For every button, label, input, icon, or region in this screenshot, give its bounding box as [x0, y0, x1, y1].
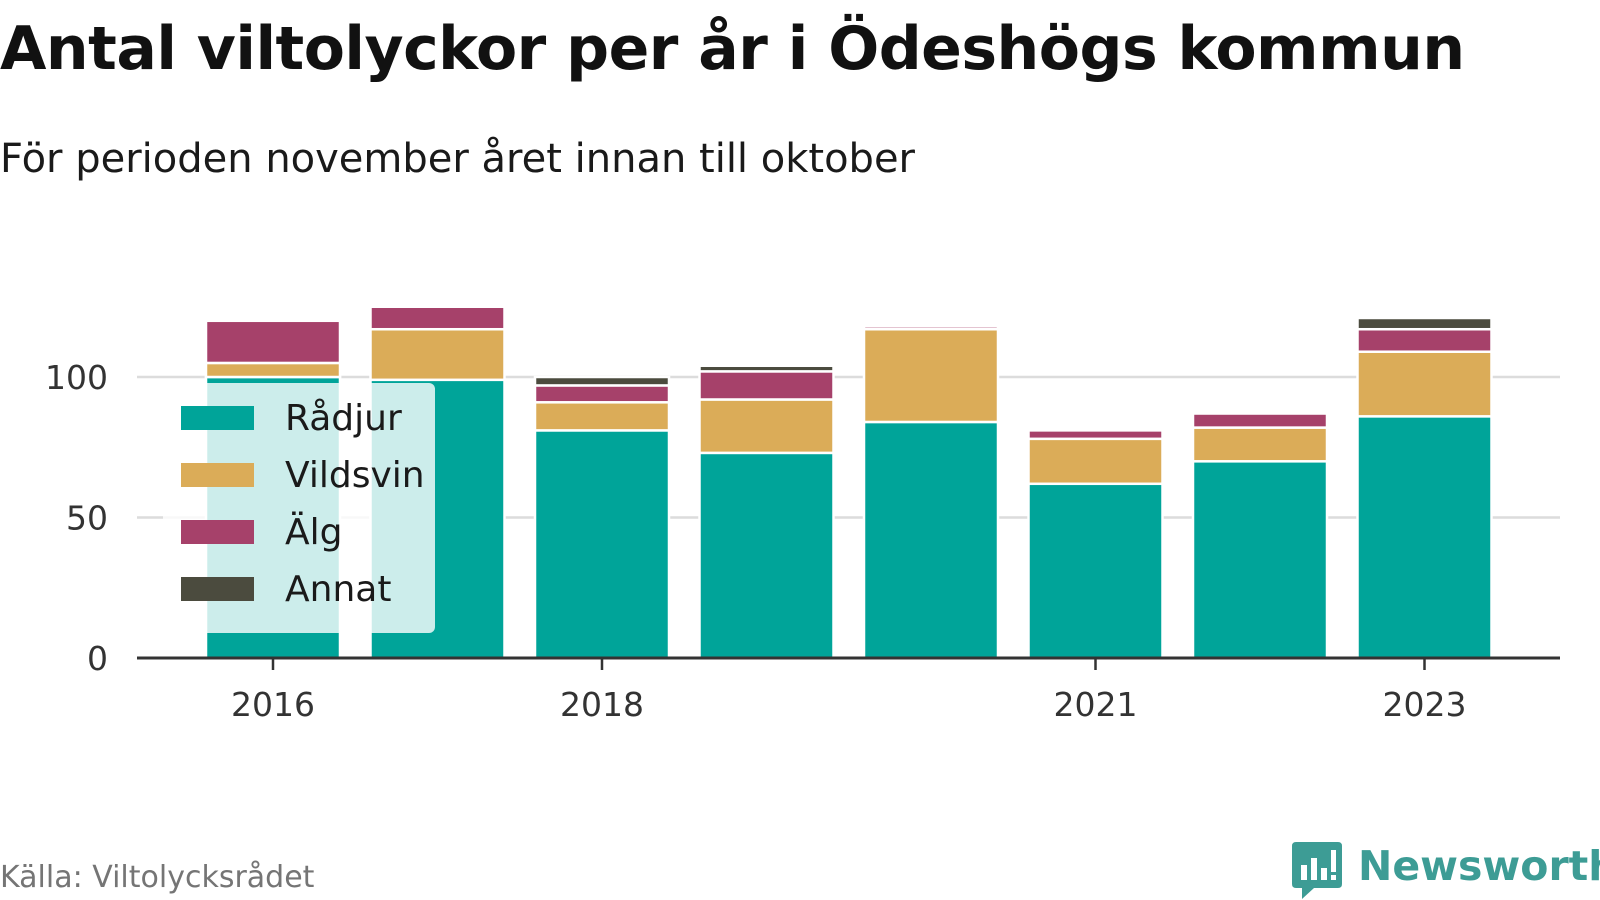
bar-2022-Rådjur: [1191, 460, 1329, 660]
bar-2018-Vildsvin: [533, 401, 671, 432]
legend-swatch-Rådjur: [181, 406, 254, 430]
legend-swatch-Älg: [181, 520, 254, 544]
bar-2016-Älg: [204, 319, 342, 365]
legend-swatch-Annat: [181, 577, 254, 601]
x-tick-label: 2021: [1054, 685, 1138, 724]
bar-2023-Annat: [1356, 316, 1493, 331]
bar-2017-Älg: [369, 305, 506, 331]
bar-2020-Rådjur: [862, 420, 1000, 660]
bar-2019-Vildsvin: [698, 398, 835, 455]
bar-2018-Rådjur: [533, 429, 671, 660]
source-note: Källa: Viltolycksrådet: [0, 860, 315, 895]
legend-background: [163, 383, 435, 633]
bar-2020-Vildsvin: [862, 327, 1000, 424]
bar-2016-Vildsvin: [204, 361, 342, 379]
chart-title: Antal viltolyckor per år i Ödeshögs komm…: [0, 14, 1465, 84]
legend-label-Annat: Annat: [285, 569, 391, 610]
bar-2021-Rådjur: [1027, 482, 1164, 660]
x-tick-label: 2018: [560, 685, 644, 724]
x-tick-label: 2016: [231, 685, 315, 724]
bar-2018-Älg: [533, 384, 671, 404]
brand-logo: Newsworthy: [1292, 842, 1600, 900]
legend-swatch-Vildsvin: [181, 463, 254, 487]
bar-2020-Älg: [862, 325, 1000, 331]
bar-2023-Älg: [1356, 327, 1493, 353]
bar-2021-Vildsvin: [1027, 437, 1164, 486]
legend-label-Vildsvin: Vildsvin: [285, 455, 425, 496]
legend-label-Älg: Älg: [285, 511, 342, 553]
y-tick-label: 50: [66, 499, 108, 538]
bar-2022-Älg: [1191, 412, 1329, 429]
legend: Rådjur Vildsvin Älg Annat: [163, 383, 435, 633]
chart-subtitle: För perioden november året innan till ok…: [0, 136, 915, 182]
legend-label-Rådjur: Rådjur: [285, 398, 402, 439]
bar-2017-Vildsvin: [369, 327, 506, 382]
newsworthy-logo-icon: [1292, 842, 1342, 899]
bar-2023-Vildsvin: [1356, 350, 1493, 418]
bar-2018-Annat: [533, 375, 671, 387]
brand-name: Newsworthy: [1358, 842, 1600, 890]
y-tick-label: 0: [87, 639, 108, 678]
axes: 0 50 100 2016 2018 2021 2023: [45, 358, 1560, 724]
y-tick-label: 100: [45, 358, 108, 397]
bar-2021-Älg: [1027, 429, 1164, 441]
bar-2022-Vildsvin: [1191, 426, 1329, 463]
bar-2023-Rådjur: [1356, 415, 1493, 660]
x-tick-label: 2023: [1383, 685, 1467, 724]
bar-2019-Annat: [698, 364, 835, 373]
bar-2019-Rådjur: [698, 451, 835, 660]
bar-2019-Älg: [698, 370, 835, 401]
